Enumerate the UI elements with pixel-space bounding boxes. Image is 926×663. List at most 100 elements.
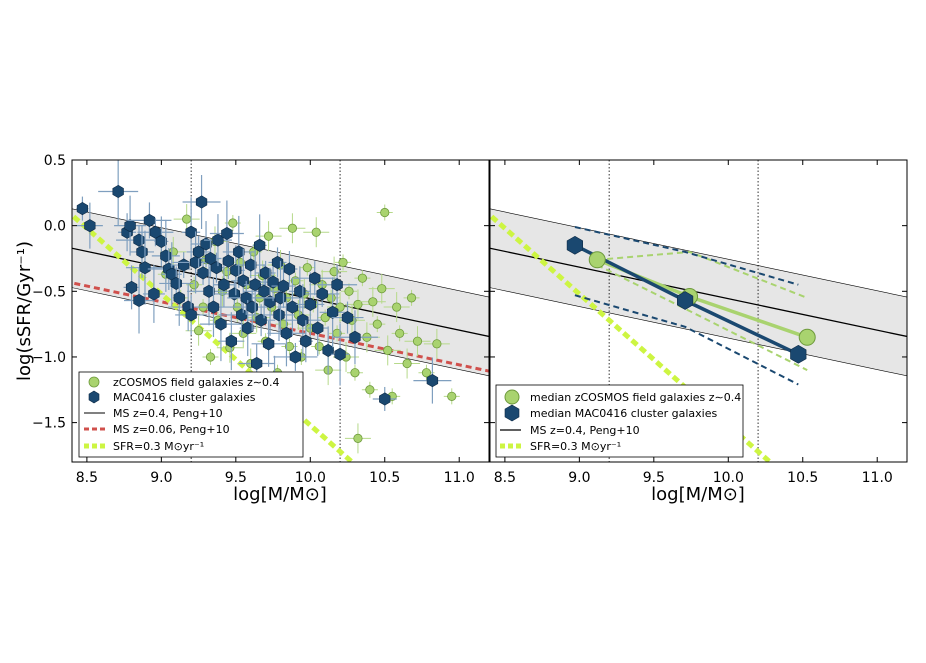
cluster-galaxy-point [331, 278, 343, 292]
cluster-galaxy-point [225, 334, 237, 348]
cluster-galaxy-point [312, 321, 324, 335]
field-galaxy-point [182, 214, 192, 224]
field-galaxy-point [372, 319, 382, 329]
xtick-label-1: 9.0 [568, 470, 590, 486]
field-galaxy-point [311, 227, 321, 237]
cluster-galaxy-point [170, 276, 182, 290]
left-plot-area [72, 160, 489, 462]
cluster-galaxy-point [221, 226, 233, 241]
field-galaxy-point [368, 297, 378, 307]
right-panel: 8.5 9.0 9.5 10.0 10.5 11.0 log[M/M⊙] median z… [489, 159, 908, 505]
legend-field-label: zCOSMOS field galaxies z∼0.4 [113, 376, 280, 389]
ms-band-lower-edge [490, 287, 907, 377]
right-legend-box [495, 384, 744, 458]
cluster-galaxy-point [322, 343, 334, 357]
cluster-galaxy-point [125, 280, 138, 294]
field-galaxy-point [406, 293, 417, 303]
cluster-galaxy-point [185, 225, 197, 239]
cluster-galaxy-point [251, 356, 263, 371]
cluster-galaxy-point [379, 392, 391, 406]
cluster-galaxy-point [334, 347, 346, 361]
cluster-median-point [790, 344, 807, 364]
cluster-galaxy-point [277, 279, 290, 293]
left-legend: zCOSMOS field galaxies z∼0.4 MAC0416 clu… [78, 371, 304, 458]
ytick-label-1: 0.0 [44, 219, 66, 235]
field-galaxy-point [205, 352, 216, 362]
cluster-galaxy-point [203, 284, 215, 298]
cluster-galaxy-point [178, 258, 190, 272]
cluster-median-point [676, 291, 694, 310]
cluster-lower-percentile [574, 294, 799, 386]
cluster-galaxy-point [286, 300, 299, 314]
cluster-galaxy-point [195, 195, 208, 209]
cluster-galaxy-point [233, 245, 245, 259]
legend-field-marker [88, 376, 100, 388]
field-median-point [588, 251, 606, 269]
field-galaxy-point [193, 326, 204, 336]
legend-right-ms-label: MS z=0.4, Peng+10 [530, 424, 640, 437]
right-axes-frame [489, 159, 908, 463]
cluster-galaxy-point [259, 266, 272, 280]
xtick-label-0: 8.5 [76, 470, 98, 486]
xtick-label-1: 9.0 [150, 470, 172, 486]
field-galaxy-point [392, 302, 402, 312]
cluster-galaxy-point [255, 313, 267, 327]
field-lower-percentile [596, 264, 808, 371]
cluster-galaxy-point [189, 255, 202, 269]
cluster-galaxy-point [274, 291, 287, 305]
legend-median-field-marker [504, 389, 520, 405]
legend-median-cluster-label: median MAC0416 cluster galaxies [530, 407, 717, 420]
ytick-label-4: −1.5 [32, 416, 66, 432]
field-galaxy-point [365, 385, 375, 395]
field-galaxy-point [350, 368, 360, 378]
left-panel: 8.5 9.0 9.5 10.0 10.5 11.0 0.5 0.0 −0.5 −1.0 −1.5… [14, 153, 490, 505]
right-legend: median zCOSMOS field galaxies z∼0.4 medi… [495, 384, 744, 458]
cluster-galaxy-point [297, 313, 309, 327]
cluster-galaxy-point [222, 254, 234, 268]
cluster-galaxy-point [273, 308, 285, 322]
cluster-galaxy-point [112, 184, 124, 199]
ms-band-upper-edge [490, 208, 907, 298]
field-galaxy-point [314, 341, 324, 352]
field-galaxy-point [421, 368, 432, 378]
field-galaxy-point [412, 336, 423, 346]
cluster-galaxy-point [133, 233, 145, 247]
cluster-galaxy-point [280, 326, 293, 340]
cluster-galaxy-point [294, 284, 306, 298]
ylabel: log(sSFR/Gyr⁻¹) [14, 241, 35, 381]
ytick-label-3: −1.0 [32, 350, 66, 366]
field-median-point [798, 328, 816, 346]
cluster-galaxy-point [200, 237, 212, 251]
xtick-label-3: 10.0 [295, 470, 326, 486]
cluster-galaxy-point [236, 308, 248, 322]
field-galaxy-point [383, 345, 393, 355]
cluster-galaxy-point [185, 308, 197, 322]
cluster-galaxy-point [304, 297, 317, 311]
cluster-median-point [566, 235, 584, 255]
xtick-label-2: 9.5 [643, 470, 665, 486]
cluster-galaxy-point [155, 234, 167, 248]
cluster-galaxy-point [283, 262, 296, 276]
ytick-label-0: 0.5 [44, 153, 66, 169]
ms-peng-line [490, 247, 907, 338]
cluster-galaxy-point [139, 261, 151, 275]
field-galaxy-point [284, 341, 295, 352]
cluster-galaxy-point [173, 291, 185, 305]
xtick-label-0: 8.5 [494, 470, 516, 486]
field-galaxy-point [447, 391, 457, 401]
cluster-galaxy-point [228, 287, 240, 301]
field-galaxy-point [329, 267, 339, 277]
legend-median-cluster-marker [504, 404, 520, 422]
field-galaxy-point [395, 328, 405, 338]
field-galaxy-point [338, 257, 348, 268]
cluster-galaxy-point [76, 202, 89, 216]
cluster-galaxy-point [309, 271, 321, 285]
field-galaxy-point [357, 273, 368, 283]
field-galaxy-point [432, 339, 442, 349]
xtick-label-2: 9.5 [225, 470, 247, 486]
left-axes-frame [71, 159, 490, 463]
xtick-label-3: 10.0 [713, 470, 744, 486]
cluster-galaxy-point [215, 317, 227, 331]
cluster-galaxy-point [300, 334, 312, 348]
